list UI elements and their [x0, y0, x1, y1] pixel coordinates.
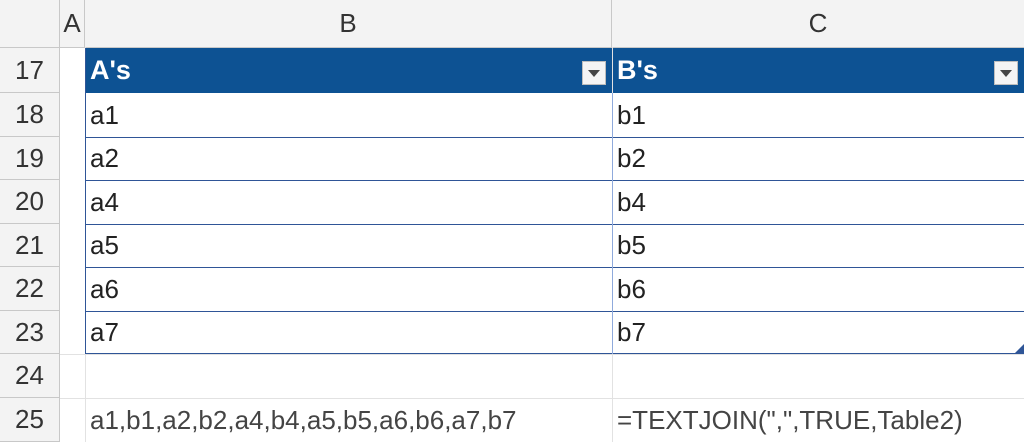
row-header-19[interactable]: 19 — [0, 137, 60, 180]
table-bottom-border — [86, 353, 1024, 354]
row-header-20[interactable]: 20 — [0, 180, 60, 224]
gridline — [60, 398, 1024, 399]
table-header-a-label: A's — [90, 55, 131, 85]
textjoin-result-cell[interactable]: a1,b1,a2,b2,a4,b4,a5,b5,a6,b6,a7,b7 — [90, 404, 517, 435]
row-header-23[interactable]: 23 — [0, 311, 60, 354]
row-header-22[interactable]: 22 — [0, 267, 60, 311]
table-cell[interactable]: b2 — [617, 143, 646, 173]
table-header-b-label: B's — [617, 55, 658, 85]
filter-dropdown-button[interactable] — [994, 61, 1018, 85]
table-cell[interactable]: a6 — [90, 273, 119, 304]
table-cell[interactable]: a7 — [90, 317, 119, 347]
table-cell[interactable]: b5 — [617, 230, 646, 260]
table-row-border — [86, 224, 1024, 225]
table-resize-handle[interactable] — [1014, 344, 1024, 354]
table-cell[interactable]: b4 — [617, 186, 646, 217]
table-cell[interactable]: a2 — [90, 143, 119, 173]
chevron-down-icon — [588, 69, 600, 77]
select-all-corner[interactable] — [0, 0, 60, 47]
gridline — [60, 354, 1024, 355]
column-header-b[interactable]: B — [85, 0, 612, 47]
table-row-border — [86, 267, 1024, 268]
table-row-border — [86, 180, 1024, 181]
table-row-border — [86, 311, 1024, 312]
column-header-a[interactable]: A — [60, 0, 85, 47]
table-row-border — [86, 137, 1024, 138]
column-header-row — [0, 0, 1024, 48]
table-cell[interactable]: a5 — [90, 230, 119, 260]
table-cell[interactable]: b7 — [617, 317, 646, 347]
table-cell[interactable]: a4 — [90, 186, 119, 217]
row-header-17[interactable]: 17 — [0, 48, 60, 93]
row-header-25[interactable]: 25 — [0, 398, 60, 442]
table-cell[interactable]: a1 — [90, 99, 119, 130]
table-header-b[interactable]: B's — [613, 48, 1024, 93]
row-header-18[interactable]: 18 — [0, 93, 60, 137]
column-header-c[interactable]: C — [808, 8, 828, 38]
table-header-a[interactable]: A's — [86, 48, 612, 93]
chevron-down-icon — [1000, 69, 1012, 77]
table-cell[interactable]: b1 — [617, 99, 646, 130]
table-left-border — [85, 48, 86, 354]
formula-text-cell[interactable]: =TEXTJOIN(",",TRUE,Table2) — [617, 404, 963, 435]
row-header-21[interactable]: 21 — [0, 224, 60, 267]
table-column-divider — [612, 93, 613, 354]
row-header-24[interactable]: 24 — [0, 354, 60, 398]
filter-dropdown-button[interactable] — [582, 61, 606, 85]
table-cell[interactable]: b6 — [617, 273, 646, 304]
